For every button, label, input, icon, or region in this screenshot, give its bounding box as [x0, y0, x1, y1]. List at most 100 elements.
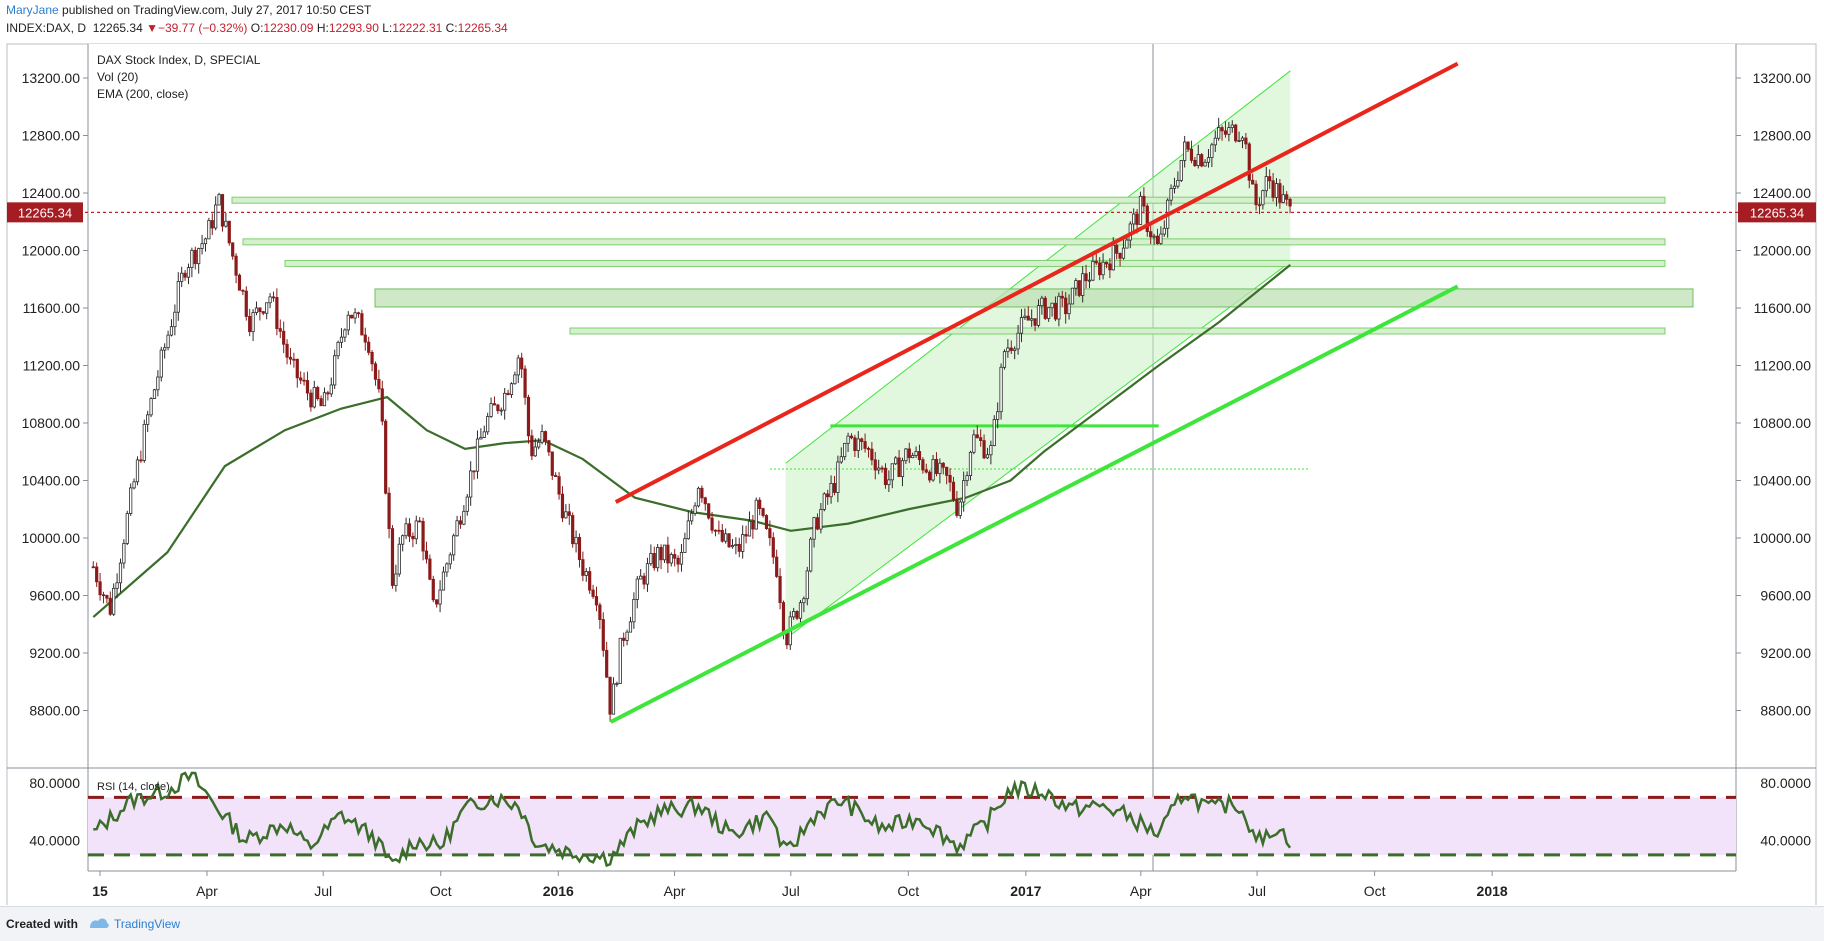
candle-body: [173, 311, 177, 328]
candle-body: [404, 523, 408, 537]
candle-body: [591, 589, 595, 597]
candle-body: [564, 511, 568, 519]
candle-body: [866, 447, 871, 450]
candle-body: [217, 194, 221, 206]
price-tick-label-left: 10000.00: [22, 530, 81, 546]
legend-title[interactable]: DAX Stock Index, D, SPECIAL: [97, 53, 261, 67]
price-tick-label-left: 13200.00: [22, 70, 81, 86]
candle-body: [1159, 233, 1163, 244]
candle-body: [227, 220, 231, 244]
chart-canvas[interactable]: 12265.34 12265.34 13200.00 13200.00 12800.0…: [0, 0, 1824, 905]
candle-body: [1067, 303, 1071, 315]
candle-body: [411, 535, 415, 540]
author-link[interactable]: MaryJane: [6, 3, 59, 17]
candle-body: [917, 451, 922, 461]
candle-body: [526, 396, 531, 437]
candle-body: [135, 459, 140, 483]
candle-body: [890, 463, 894, 481]
candle-body: [666, 544, 670, 564]
price-tick-label-left: 9200.00: [29, 645, 80, 661]
candle-body: [703, 497, 707, 505]
candle-body: [125, 513, 129, 544]
candle-body: [577, 536, 582, 560]
candle-body: [414, 520, 418, 540]
price-tick-label-right: 10800.00: [1753, 415, 1812, 431]
candle-body: [193, 249, 197, 265]
candle-body: [1237, 140, 1241, 142]
candle-body: [333, 355, 337, 386]
candle-body: [1155, 235, 1160, 244]
candle-body: [163, 347, 167, 351]
price-tick-label-right: 12400.00: [1753, 185, 1812, 201]
candle-body: [1074, 280, 1078, 289]
candle-body: [720, 529, 724, 542]
candle-body: [1138, 195, 1143, 225]
candle-body: [832, 483, 837, 493]
candle-body: [853, 437, 857, 451]
candle-body: [278, 328, 282, 332]
candle-body: [244, 290, 248, 317]
symbol-text: INDEX:DAX, D: [6, 21, 87, 35]
rsi-tick-label-right: 80.0000: [1760, 775, 1811, 791]
l-label: L:: [382, 21, 393, 35]
ema-line: [92, 264, 1291, 618]
legend-vol[interactable]: Vol (20): [97, 70, 138, 84]
candle-body: [105, 595, 109, 599]
candle-body: [479, 437, 483, 440]
candle-body: [815, 517, 820, 530]
candle-body: [581, 559, 585, 576]
level-11440: [569, 327, 1666, 335]
tradingview-link[interactable]: TradingView: [114, 917, 181, 931]
candle-body: [693, 505, 697, 514]
candle-body: [503, 392, 507, 411]
candle-body: [870, 448, 874, 461]
candle-body: [1285, 194, 1289, 200]
candle-body: [645, 563, 650, 585]
candle-body: [1009, 347, 1013, 351]
tradingview-logo-icon: [90, 918, 109, 928]
candle-body: [268, 296, 272, 304]
candle-body: [129, 487, 133, 514]
candle-body: [611, 683, 616, 715]
candle-body: [744, 534, 748, 537]
price-axis[interactable]: 13200.00 13200.00 12800.00 12800.00 12400.00…: [22, 70, 1812, 719]
candle-body: [516, 357, 520, 376]
candle-body: [1172, 185, 1177, 189]
candle-body: [452, 535, 456, 556]
candle-body: [265, 302, 269, 314]
candle-body: [632, 599, 636, 623]
candle-body: [166, 334, 170, 349]
candle-body: [934, 459, 939, 474]
candle-body: [924, 469, 928, 473]
created-with-label: Created with: [6, 917, 79, 931]
candle-body: [1101, 261, 1105, 276]
candle-body: [197, 248, 201, 265]
candle-body: [1217, 127, 1221, 139]
candle-body: [118, 562, 123, 584]
price-tick-label-left: 12800.00: [22, 128, 81, 144]
candle-body: [319, 398, 323, 407]
candle-body: [1060, 295, 1064, 299]
candle-body: [1094, 260, 1098, 264]
candle-body: [1077, 280, 1081, 296]
candle-body: [594, 596, 599, 606]
legend-rsi[interactable]: RSI (14, close): [97, 781, 170, 793]
candle-body: [1036, 305, 1041, 326]
candle-body: [982, 440, 986, 459]
candle-body: [1098, 262, 1102, 276]
candle-body: [1278, 183, 1282, 203]
time-axis[interactable]: 15 Apr Jul Oct 2016 Apr Jul Oct 2017 Apr Jul Oct 201…: [92, 871, 1508, 899]
price-tick-label-left: 12000.00: [22, 243, 81, 259]
candle-body: [329, 384, 333, 395]
candle-body: [322, 392, 327, 407]
time-tick-label: 2018: [1477, 883, 1508, 899]
candle-body: [856, 438, 860, 451]
candle-body: [822, 493, 826, 510]
candle-body: [1240, 137, 1245, 141]
candle-body: [377, 378, 381, 390]
candle-body: [724, 533, 728, 542]
candle-body: [951, 481, 956, 501]
legend-ema[interactable]: EMA (200, close): [97, 87, 188, 101]
candle-body: [1169, 188, 1173, 201]
candle-body: [907, 448, 911, 459]
